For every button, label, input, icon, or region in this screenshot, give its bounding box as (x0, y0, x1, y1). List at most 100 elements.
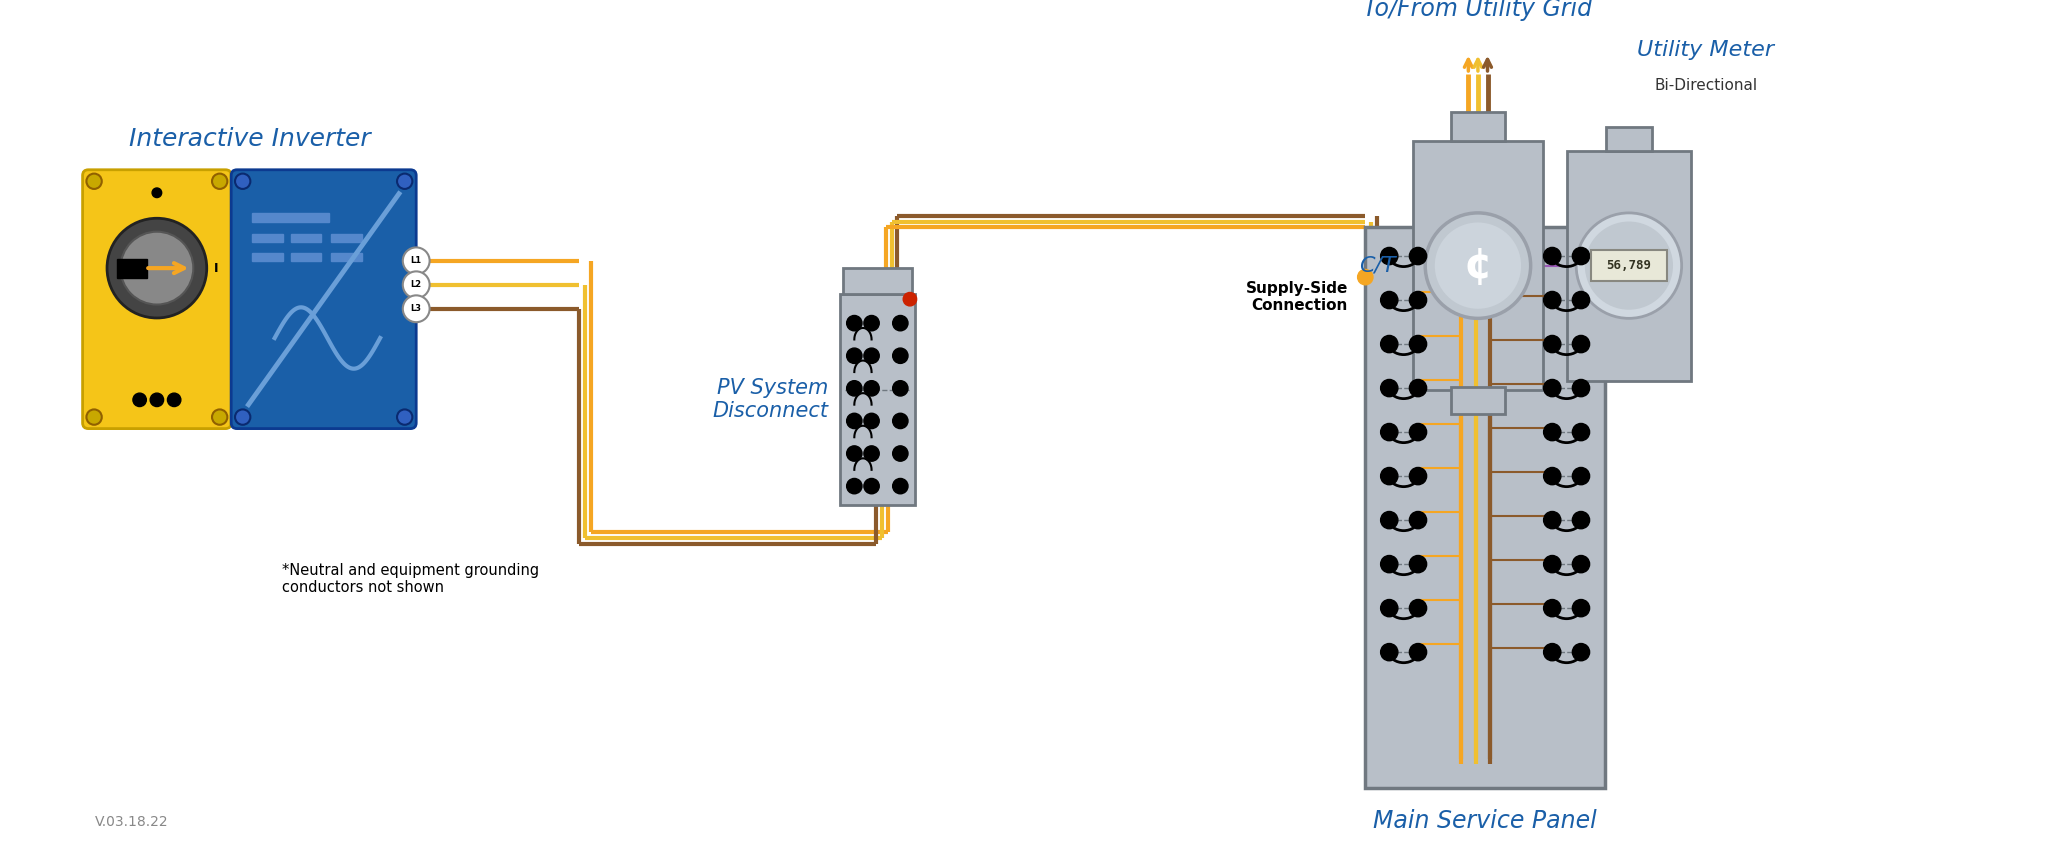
Bar (844, 267, 911, 294)
Circle shape (1380, 379, 1399, 396)
Bar (1413, 141, 1542, 390)
Bar (1591, 250, 1667, 281)
Circle shape (846, 445, 862, 461)
Circle shape (1573, 643, 1589, 660)
Text: L3: L3 (412, 304, 422, 313)
Circle shape (1380, 292, 1399, 309)
Circle shape (893, 445, 907, 461)
Bar (291, 234, 322, 242)
Bar (252, 253, 283, 261)
Circle shape (1409, 292, 1427, 309)
Text: I: I (213, 261, 217, 274)
Text: Utility Meter: Utility Meter (1636, 40, 1774, 59)
Circle shape (1544, 599, 1561, 617)
Bar (1452, 113, 1505, 141)
Circle shape (1380, 248, 1399, 265)
Circle shape (150, 393, 164, 407)
Circle shape (1380, 468, 1399, 485)
Circle shape (213, 409, 227, 425)
Text: *Neutral and equipment grounding
conductors not shown: *Neutral and equipment grounding conduct… (283, 562, 539, 595)
Circle shape (846, 316, 862, 331)
Circle shape (846, 478, 862, 494)
Circle shape (1573, 292, 1589, 309)
Bar (1452, 387, 1505, 415)
Bar (291, 253, 322, 261)
Circle shape (1544, 643, 1561, 660)
Circle shape (893, 381, 907, 396)
Text: V.03.18.22: V.03.18.22 (94, 815, 168, 829)
Circle shape (86, 174, 102, 189)
Circle shape (1544, 248, 1561, 265)
Circle shape (1409, 556, 1427, 573)
Text: C/T: C/T (1360, 255, 1397, 275)
Circle shape (1409, 423, 1427, 440)
Bar (117, 259, 147, 278)
Text: Interactive Inverter: Interactive Inverter (129, 126, 371, 150)
Circle shape (864, 414, 879, 428)
Circle shape (1409, 512, 1427, 529)
Circle shape (1409, 599, 1427, 617)
Circle shape (893, 348, 907, 364)
Circle shape (903, 292, 918, 306)
Bar (332, 253, 362, 261)
Circle shape (1573, 423, 1589, 440)
Circle shape (86, 409, 102, 425)
Bar (840, 294, 915, 506)
Bar (1366, 227, 1606, 788)
Circle shape (846, 381, 862, 396)
Circle shape (403, 295, 430, 322)
Text: 56,789: 56,789 (1606, 259, 1651, 272)
Circle shape (864, 445, 879, 461)
Circle shape (1380, 643, 1399, 660)
Circle shape (236, 174, 250, 189)
Text: PV System
Disconnect: PV System Disconnect (713, 378, 829, 421)
Circle shape (1577, 213, 1681, 318)
Circle shape (168, 393, 180, 407)
Circle shape (893, 478, 907, 494)
Circle shape (1544, 379, 1561, 396)
Circle shape (397, 409, 412, 425)
Circle shape (1436, 223, 1522, 309)
Circle shape (1573, 468, 1589, 485)
Circle shape (403, 248, 430, 274)
Circle shape (864, 348, 879, 364)
Text: Supply-Side
Connection: Supply-Side Connection (1245, 281, 1348, 313)
Circle shape (893, 316, 907, 331)
Circle shape (1380, 423, 1399, 440)
Circle shape (846, 348, 862, 364)
Circle shape (213, 174, 227, 189)
Circle shape (1573, 248, 1589, 265)
Circle shape (1380, 556, 1399, 573)
Circle shape (864, 478, 879, 494)
Circle shape (1380, 512, 1399, 529)
Bar (1606, 126, 1653, 150)
Circle shape (403, 272, 430, 298)
Circle shape (1358, 269, 1372, 285)
Circle shape (1573, 512, 1589, 529)
Circle shape (1544, 292, 1561, 309)
Text: Main Service Panel: Main Service Panel (1374, 809, 1597, 833)
Circle shape (1544, 423, 1561, 440)
Bar (1567, 150, 1692, 381)
Circle shape (1380, 335, 1399, 353)
Bar (252, 213, 330, 223)
Circle shape (1409, 335, 1427, 353)
FancyBboxPatch shape (231, 169, 416, 428)
Circle shape (1544, 556, 1561, 573)
Circle shape (1425, 213, 1530, 318)
Circle shape (106, 218, 207, 318)
Text: Bi-Directional: Bi-Directional (1655, 78, 1757, 93)
Circle shape (864, 316, 879, 331)
Circle shape (1573, 599, 1589, 617)
Circle shape (1409, 248, 1427, 265)
Text: To/From Utility Grid: To/From Utility Grid (1364, 0, 1593, 22)
Circle shape (1544, 512, 1561, 529)
Circle shape (397, 174, 412, 189)
Circle shape (121, 231, 193, 304)
Text: L2: L2 (412, 280, 422, 289)
Circle shape (1573, 335, 1589, 353)
Circle shape (1585, 222, 1673, 310)
Text: ¢: ¢ (1464, 244, 1493, 286)
Bar (252, 234, 283, 242)
Circle shape (864, 381, 879, 396)
